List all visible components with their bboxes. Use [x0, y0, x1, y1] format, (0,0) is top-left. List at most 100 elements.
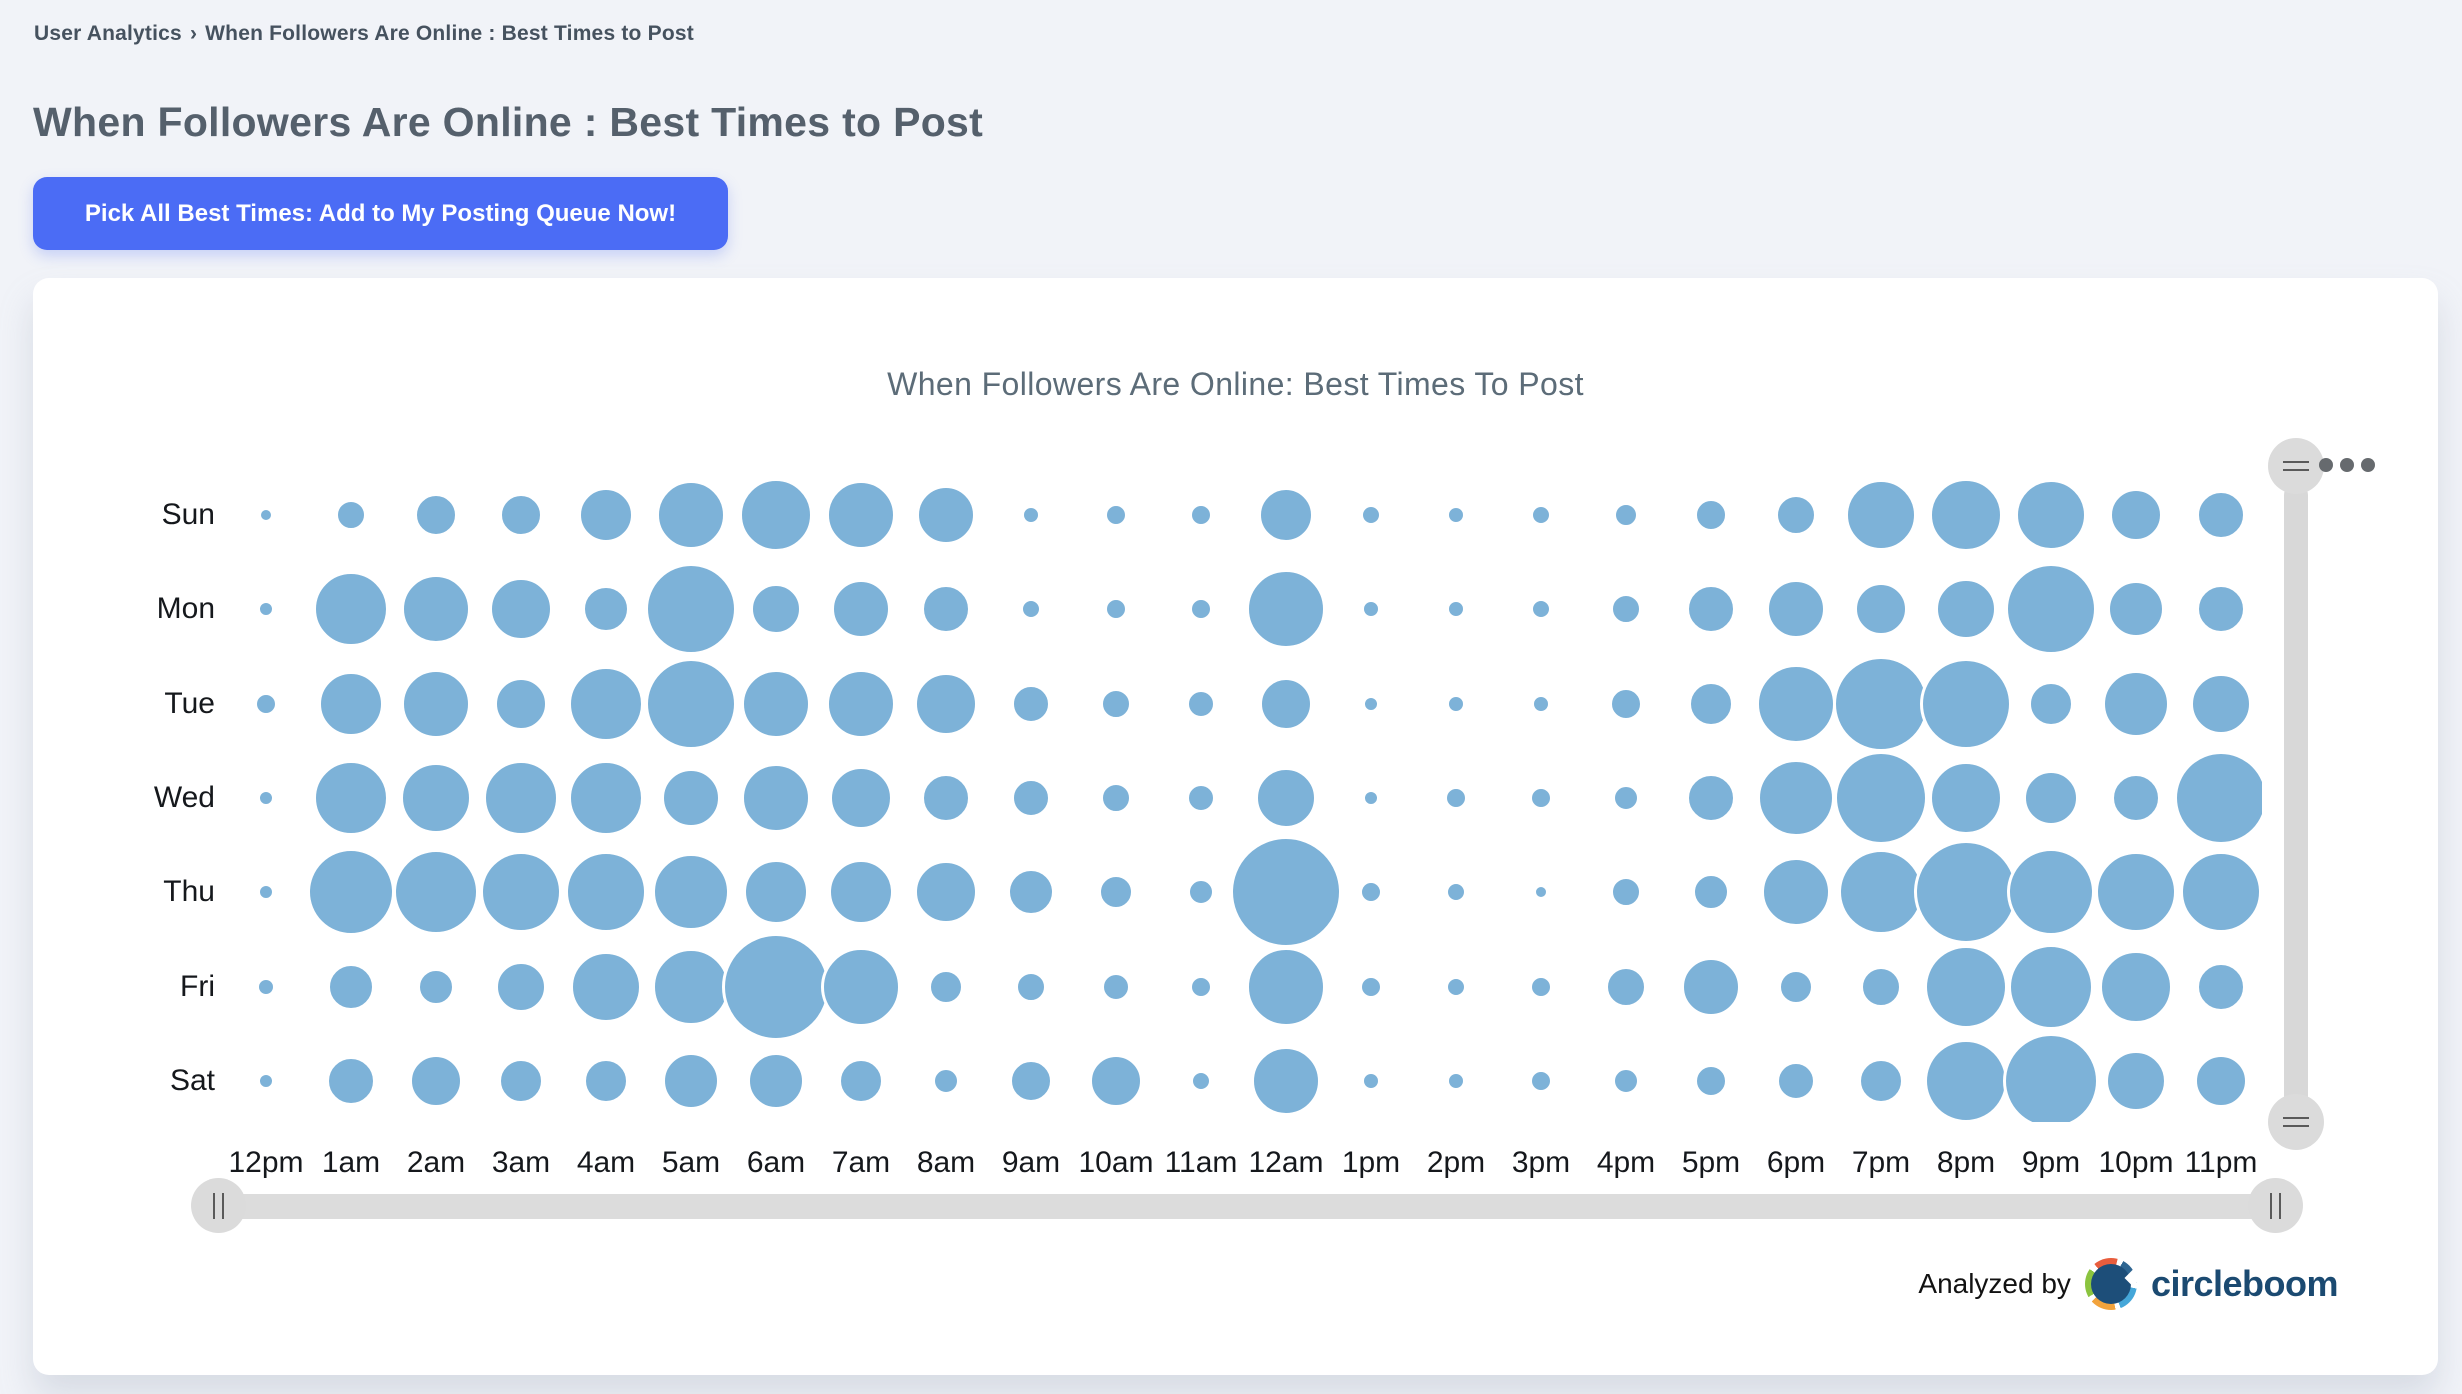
bubble-fri-9pm[interactable]: [2008, 943, 2094, 1030]
bubble-fri-3am[interactable]: [495, 960, 547, 1013]
bubble-sat-10am[interactable]: [1089, 1053, 1143, 1108]
bubble-fri-1pm[interactable]: [1359, 974, 1383, 999]
bubble-thu-2am[interactable]: [393, 849, 479, 936]
bubble-sat-5am[interactable]: [662, 1051, 720, 1110]
bubble-mon-8pm[interactable]: [1935, 578, 1997, 641]
bubble-sat-10pm[interactable]: [2105, 1049, 2167, 1112]
bubble-tue-8am[interactable]: [914, 671, 978, 736]
bubble-thu-12pm[interactable]: [257, 883, 275, 902]
bubble-thu-6pm[interactable]: [1761, 857, 1831, 928]
bubble-mon-4am[interactable]: [582, 585, 630, 634]
bubble-tue-4am[interactable]: [568, 665, 644, 742]
bubble-thu-3pm[interactable]: [1533, 884, 1549, 901]
bubble-fri-9am[interactable]: [1015, 970, 1047, 1003]
horizontal-scrollbar-left-handle[interactable]: [191, 1178, 246, 1233]
add-to-posting-queue-button[interactable]: Pick All Best Times: Add to My Posting Q…: [33, 177, 728, 250]
bubble-tue-12pm[interactable]: [254, 691, 278, 716]
horizontal-zoom-scrollbar-track[interactable]: [223, 1194, 2278, 1219]
bubble-sun-1pm[interactable]: [1360, 504, 1382, 526]
bubble-sat-6am[interactable]: [747, 1051, 805, 1110]
bubble-wed-7pm[interactable]: [1834, 750, 1928, 845]
bubble-mon-6pm[interactable]: [1766, 579, 1826, 640]
bubble-wed-12am[interactable]: [1255, 766, 1317, 829]
bubble-fri-1am[interactable]: [327, 962, 375, 1011]
bubble-sat-12pm[interactable]: [257, 1071, 275, 1090]
bubble-wed-3pm[interactable]: [1529, 785, 1553, 810]
chart-menu-dots-icon[interactable]: [2319, 458, 2375, 472]
bubble-sun-8pm[interactable]: [1929, 478, 2003, 552]
bubble-thu-8am[interactable]: [914, 860, 978, 925]
bubble-mon-2pm[interactable]: [1446, 599, 1466, 620]
bubble-tue-8pm[interactable]: [1920, 657, 2012, 750]
bubble-sun-6pm[interactable]: [1775, 494, 1817, 536]
bubble-mon-1am[interactable]: [313, 571, 389, 648]
bubble-fri-2am[interactable]: [417, 967, 455, 1006]
bubble-fri-10am[interactable]: [1101, 971, 1131, 1002]
bubble-wed-5am[interactable]: [661, 767, 721, 828]
bubble-sat-8am[interactable]: [932, 1066, 960, 1095]
bubble-thu-9am[interactable]: [1007, 868, 1055, 917]
bubble-sat-9pm[interactable]: [2003, 1032, 2099, 1122]
bubble-wed-2am[interactable]: [400, 761, 472, 834]
bubble-fri-7am[interactable]: [821, 946, 901, 1027]
bubble-thu-11am[interactable]: [1187, 878, 1215, 907]
bubble-thu-7am[interactable]: [828, 859, 894, 926]
bubble-mon-9pm[interactable]: [2005, 563, 2097, 656]
bubble-sun-12am[interactable]: [1258, 487, 1314, 543]
bubble-mon-10am[interactable]: [1104, 597, 1128, 622]
bubble-sat-8pm[interactable]: [1924, 1038, 2008, 1122]
bubble-thu-11pm[interactable]: [2180, 851, 2262, 934]
bubble-sun-2pm[interactable]: [1446, 505, 1466, 525]
bubble-sun-4pm[interactable]: [1613, 502, 1639, 528]
bubble-thu-7pm[interactable]: [1838, 849, 1924, 936]
bubble-tue-9am[interactable]: [1011, 683, 1051, 724]
bubble-wed-8pm[interactable]: [1929, 760, 2003, 835]
bubble-sat-2pm[interactable]: [1446, 1070, 1466, 1091]
bubble-tue-11am[interactable]: [1186, 688, 1216, 719]
bubble-sun-2am[interactable]: [414, 493, 458, 537]
bubble-mon-2am[interactable]: [401, 574, 471, 645]
bubble-sat-4pm[interactable]: [1612, 1066, 1640, 1095]
bubble-sat-12am[interactable]: [1251, 1045, 1321, 1116]
bubble-thu-5pm[interactable]: [1692, 873, 1730, 912]
bubble-sun-7am[interactable]: [826, 480, 896, 550]
bubble-sun-6am[interactable]: [739, 478, 813, 552]
bubble-fri-7pm[interactable]: [1860, 965, 1902, 1008]
bubble-mon-4pm[interactable]: [1610, 593, 1642, 626]
bubble-sun-11am[interactable]: [1189, 503, 1213, 527]
bubble-thu-10am[interactable]: [1098, 874, 1134, 911]
bubble-fri-10pm[interactable]: [2099, 949, 2173, 1024]
bubble-tue-9pm[interactable]: [2028, 680, 2074, 727]
bubble-wed-2pm[interactable]: [1444, 785, 1468, 810]
bubble-tue-1pm[interactable]: [1362, 694, 1380, 713]
bubble-tue-5am[interactable]: [645, 657, 737, 750]
bubble-wed-9am[interactable]: [1011, 777, 1051, 818]
bubble-fri-11am[interactable]: [1189, 974, 1213, 999]
bubble-thu-4am[interactable]: [565, 851, 647, 934]
bubble-mon-3pm[interactable]: [1530, 598, 1552, 621]
bubble-tue-11pm[interactable]: [2190, 672, 2252, 735]
bubble-sun-5am[interactable]: [656, 480, 726, 550]
bubble-wed-1am[interactable]: [313, 759, 389, 836]
bubble-tue-7pm[interactable]: [1833, 655, 1929, 752]
bubble-tue-2pm[interactable]: [1446, 693, 1466, 714]
bubble-mon-10pm[interactable]: [2107, 580, 2165, 639]
bubble-thu-1pm[interactable]: [1359, 880, 1383, 905]
bubble-mon-11am[interactable]: [1189, 597, 1213, 622]
bubble-sat-5pm[interactable]: [1694, 1063, 1728, 1098]
bubble-wed-5pm[interactable]: [1686, 772, 1736, 823]
bubble-sat-6pm[interactable]: [1776, 1060, 1816, 1101]
bubble-tue-7am[interactable]: [826, 668, 896, 739]
bubble-tue-5pm[interactable]: [1688, 680, 1734, 727]
vertical-zoom-scrollbar-track[interactable]: [2284, 483, 2308, 1123]
bubble-wed-3am[interactable]: [483, 759, 559, 836]
bubble-fri-4pm[interactable]: [1605, 965, 1647, 1008]
vertical-scrollbar-bottom-handle[interactable]: [2268, 1094, 2324, 1150]
bubble-sat-11pm[interactable]: [2194, 1053, 2248, 1108]
bubble-sun-11pm[interactable]: [2196, 490, 2246, 540]
bubble-sat-1pm[interactable]: [1361, 1070, 1381, 1091]
bubble-sun-3am[interactable]: [499, 493, 543, 537]
bubble-sun-12pm[interactable]: [258, 507, 274, 523]
bubble-tue-1am[interactable]: [318, 670, 384, 737]
bubble-sat-2am[interactable]: [409, 1053, 463, 1108]
